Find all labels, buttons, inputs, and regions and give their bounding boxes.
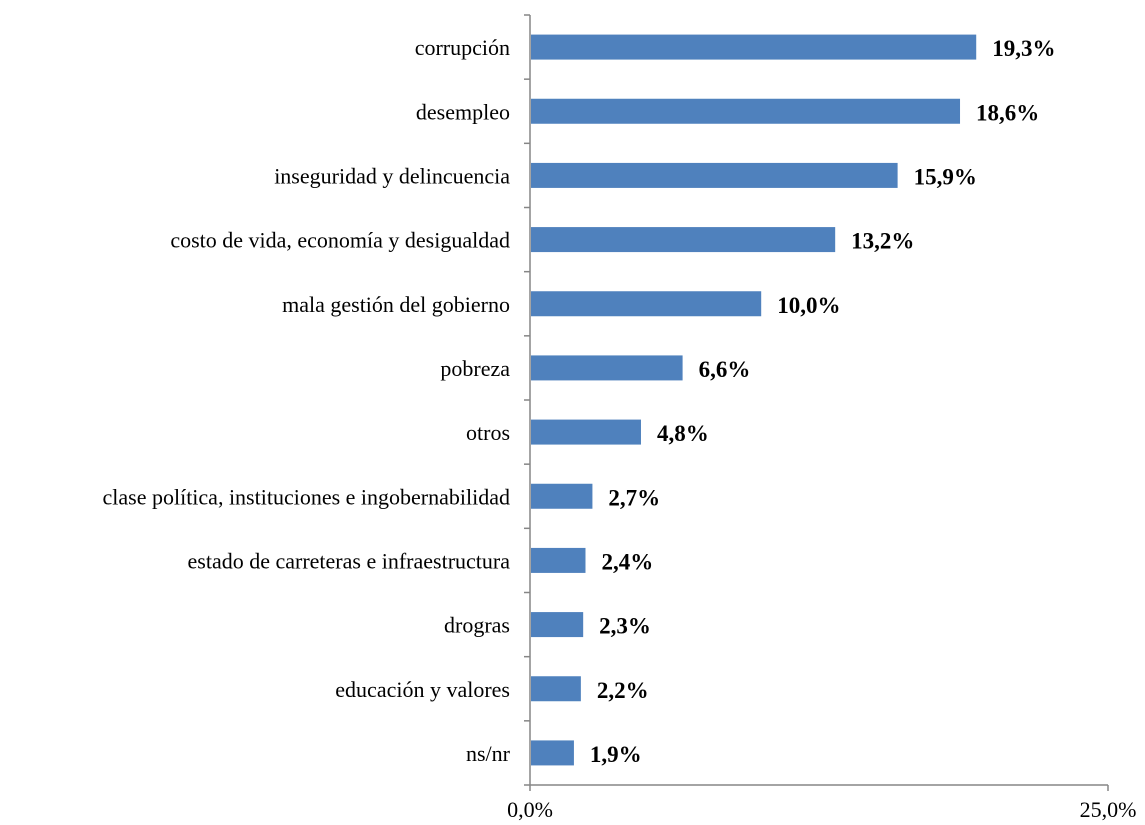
- data-label: 2,4%: [601, 549, 653, 574]
- bar: [531, 483, 593, 509]
- category-label: pobreza: [440, 356, 510, 381]
- data-label: 2,3%: [599, 614, 651, 639]
- category-label: clase política, instituciones e ingobern…: [103, 484, 511, 509]
- data-label: 2,2%: [597, 678, 649, 703]
- category-label: estado de carreteras e infraestructura: [188, 548, 511, 573]
- category-labels: corrupción desempleo inseguridad y delincu…: [103, 35, 511, 766]
- category-label: mala gestión del gobierno: [282, 292, 510, 317]
- bar: [531, 98, 961, 124]
- data-label: 13,2%: [851, 229, 914, 254]
- data-label: 6,6%: [699, 357, 751, 382]
- bar: [531, 162, 898, 188]
- bar: [531, 676, 581, 702]
- category-axis: [524, 14, 531, 786]
- bar: [531, 547, 586, 573]
- data-label: 15,9%: [914, 164, 977, 189]
- bar: [531, 291, 762, 317]
- data-label: 19,3%: [992, 36, 1055, 61]
- category-label: ns/nr: [466, 741, 511, 766]
- tick-labels: 0,0% 25,0%: [507, 797, 1136, 822]
- data-label: 2,7%: [608, 485, 660, 510]
- value-axis: [529, 784, 1109, 791]
- category-label: drogras: [444, 613, 510, 638]
- bar: [531, 355, 683, 381]
- bar: [531, 227, 836, 253]
- category-label: educación y valores: [335, 677, 510, 702]
- data-label: 18,6%: [976, 100, 1039, 125]
- bar: [531, 419, 641, 445]
- category-label: inseguridad y delincuencia: [274, 163, 510, 188]
- bars: [531, 34, 977, 766]
- value-tick-label: 25,0%: [1080, 797, 1137, 822]
- data-labels: 19,3% 18,6% 15,9% 13,2% 10,0% 6,6% 4,8% 2,7% 2,4…: [590, 36, 1056, 767]
- category-label: corrupción: [415, 35, 510, 60]
- category-label: costo de vida, economía y desigualdad: [170, 228, 510, 253]
- data-label: 1,9%: [590, 742, 642, 767]
- category-label: otros: [466, 420, 510, 445]
- category-label: desempleo: [416, 99, 510, 124]
- bar: [531, 34, 977, 60]
- bar: [531, 740, 574, 766]
- data-label: 4,8%: [657, 421, 709, 446]
- value-tick-label: 0,0%: [507, 797, 553, 822]
- data-label: 10,0%: [777, 293, 840, 318]
- bar: [531, 612, 584, 638]
